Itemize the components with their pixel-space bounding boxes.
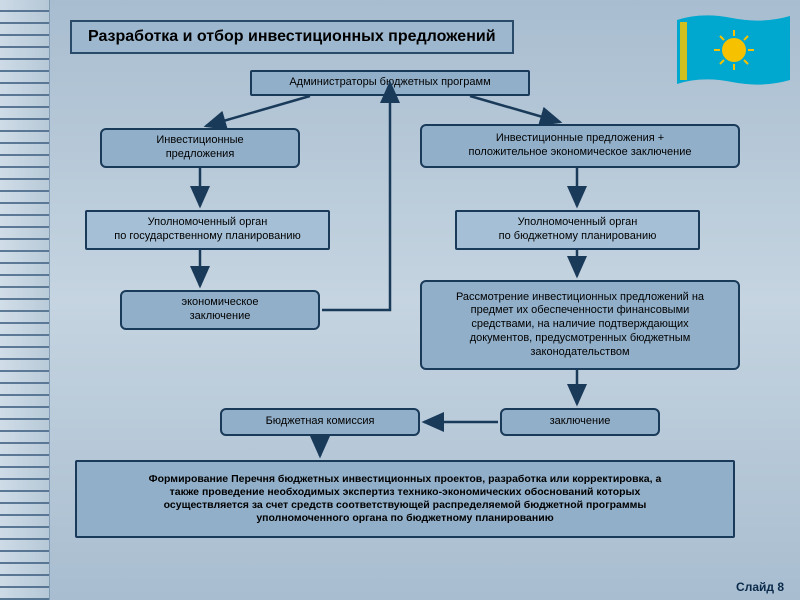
node-review: Рассмотрение инвестиционных предложений … — [420, 280, 740, 370]
node-auth_left: Уполномоченный орган по государственному… — [85, 210, 330, 250]
slide-title: Разработка и отбор инвестиционных предло… — [70, 20, 514, 54]
node-admin: Администраторы бюджетных программ — [250, 70, 530, 96]
node-budget_comm: Бюджетная комиссия — [220, 408, 420, 436]
node-auth_right: Уполномоченный орган по бюджетному плани… — [455, 210, 700, 250]
node-invest_right: Инвестиционные предложения + положительн… — [420, 124, 740, 168]
node-invest_left: Инвестиционные предложения — [100, 128, 300, 168]
ornament-strip — [0, 0, 50, 600]
slide-number: Слайд 8 — [736, 580, 784, 594]
node-econ_concl: экономическое заключение — [120, 290, 320, 330]
node-conclusion: заключение — [500, 408, 660, 436]
kazakhstan-flag-icon — [672, 12, 792, 92]
node-final: Формирование Перечня бюджетных инвестици… — [75, 460, 735, 538]
